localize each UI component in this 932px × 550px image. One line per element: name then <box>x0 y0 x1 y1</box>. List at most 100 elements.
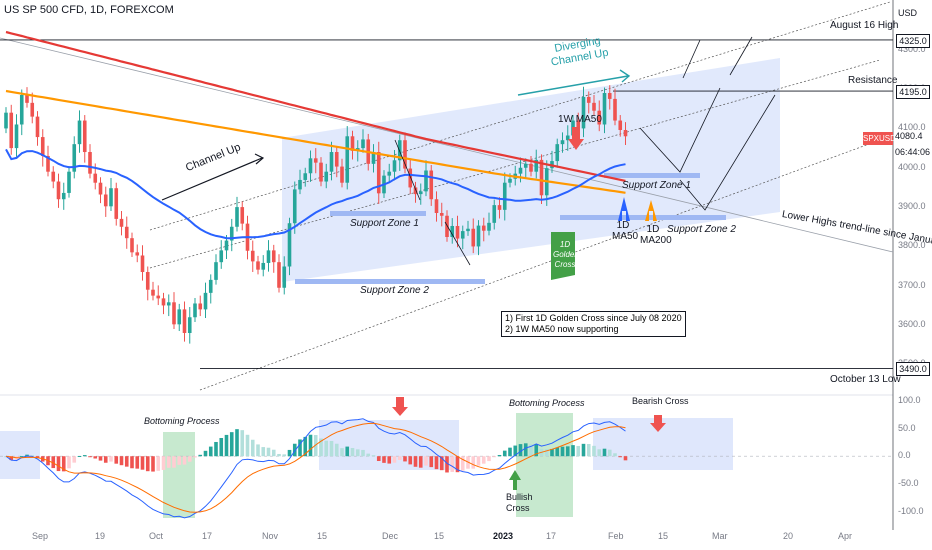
macd-bar <box>576 445 581 457</box>
candle-body <box>40 137 45 156</box>
macd-bar <box>88 456 92 458</box>
time-tick: Oct <box>149 531 164 541</box>
candle-body <box>455 225 460 239</box>
macd-bar <box>555 447 560 457</box>
candle-body <box>266 250 271 263</box>
candle-body <box>67 171 71 193</box>
candle-body <box>61 192 66 200</box>
macd-bar <box>9 456 14 461</box>
time-tick: Sep <box>32 531 49 541</box>
macd-bar <box>413 456 418 467</box>
macd-bar <box>114 456 119 464</box>
candle-body <box>208 279 213 293</box>
candle-body <box>429 170 434 200</box>
macd-bar <box>193 456 197 458</box>
macd-bar <box>51 456 56 469</box>
osc-bear-arrow-1 <box>392 397 408 416</box>
macd-bar <box>324 440 329 457</box>
golden-cross-badge <box>551 232 575 280</box>
ma50-1d-label: 1D MA50 <box>612 220 639 242</box>
macd-bar <box>366 453 371 457</box>
macd-bar <box>476 456 481 466</box>
candle-body <box>350 136 355 151</box>
macd-bar <box>334 443 339 457</box>
time-tick: 15 <box>658 531 669 541</box>
candle-body <box>19 94 24 125</box>
price-tick: 3600.0 <box>898 319 926 330</box>
ticker-tag: SPXUSD <box>863 132 896 145</box>
bottoming-label-2: Bottoming Process <box>509 398 585 408</box>
oscillator-tick: 0.0 <box>898 450 911 461</box>
bearish-cross-label: Bearish Cross <box>632 396 689 406</box>
ma200-1d-label: 1D MA200 <box>640 224 672 246</box>
macd-bar <box>287 449 292 457</box>
macd-bar <box>329 440 334 457</box>
osc-zone-1 <box>0 431 40 479</box>
candle-body <box>424 170 428 192</box>
channel-lower-line <box>199 139 881 391</box>
candle-body <box>534 159 539 172</box>
candle-body <box>613 98 617 121</box>
candle-body <box>193 303 197 318</box>
candle-body <box>308 158 313 174</box>
macd-bar <box>187 456 192 462</box>
macd-bar <box>282 454 287 457</box>
macd-bar <box>586 443 591 457</box>
candle-body <box>46 155 50 172</box>
candle-body <box>345 136 350 183</box>
oscillator-tick: -100.0 <box>898 505 924 516</box>
candle-body <box>130 238 134 253</box>
candle-body <box>277 262 281 288</box>
note-line-2: 2) 1W MA50 now supporting <box>505 324 619 334</box>
macd-bar <box>271 449 276 457</box>
candle-body <box>182 309 187 333</box>
candle-body <box>56 181 61 200</box>
channel-up-arrowhead <box>254 153 265 165</box>
macd-bar <box>208 446 213 457</box>
macd-bar <box>471 456 476 469</box>
macd-bar <box>119 456 124 466</box>
candle-body <box>292 189 297 224</box>
candle-body <box>340 166 344 183</box>
candle-body <box>413 187 418 195</box>
ma200-1d-arrow <box>645 200 657 221</box>
macd-bar <box>497 454 502 457</box>
macd-bar <box>424 456 428 466</box>
level-label-resistance: Resistance <box>848 75 898 86</box>
candle-body <box>487 222 491 231</box>
time-tick: 2023 <box>493 531 514 541</box>
candle-body <box>576 120 581 129</box>
macd-bar <box>502 450 507 457</box>
macd-bar <box>82 455 87 457</box>
candle-body <box>287 223 292 267</box>
macd-bar <box>613 453 617 457</box>
candle-body <box>77 120 82 145</box>
candle-body <box>203 292 208 310</box>
price-tick: 3900.0 <box>898 201 926 212</box>
macd-bar <box>319 438 323 457</box>
candle-body <box>151 289 155 296</box>
macd-bar <box>203 450 208 457</box>
candle-body <box>481 225 486 231</box>
candle-body <box>250 250 255 262</box>
osc-bear-arrow-2 <box>650 415 666 432</box>
candle-body <box>565 135 570 141</box>
support-zone-1-bar <box>330 211 426 216</box>
macd-bar <box>455 456 460 473</box>
candle-body <box>518 167 523 174</box>
candle-body <box>98 182 103 195</box>
lower-highs-trendline <box>0 37 894 253</box>
candle-body <box>529 163 533 172</box>
macd-bar <box>151 456 155 472</box>
macd-bar <box>303 436 308 457</box>
candle-body <box>214 262 218 280</box>
bullish-cross-arrow <box>509 470 521 490</box>
macd-bar <box>408 456 413 465</box>
macd-bar <box>460 456 465 471</box>
ma-orange-line <box>5 89 626 194</box>
candle-body <box>198 303 203 310</box>
candle-body <box>14 124 19 149</box>
macd-bar <box>98 456 103 461</box>
candle-body <box>508 178 512 183</box>
